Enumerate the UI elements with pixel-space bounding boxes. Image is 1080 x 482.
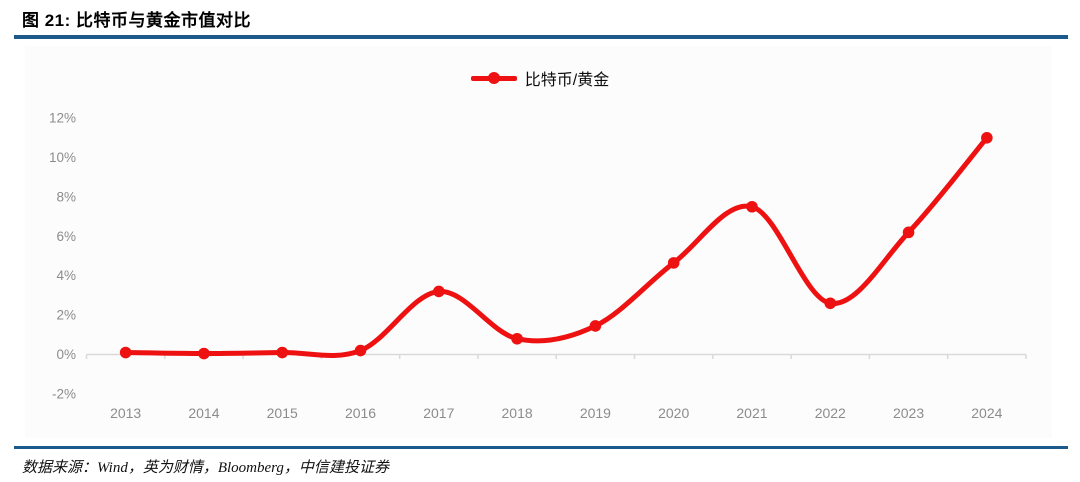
legend-line-marker-icon (470, 72, 517, 84)
footer-rule (14, 446, 1068, 449)
x-axis-tick-label: 2015 (267, 405, 298, 421)
chart-legend: 比特币/黄金 (0, 66, 1080, 90)
x-axis-tick-label: 2016 (345, 405, 376, 421)
x-axis-tick-label: 2019 (580, 405, 611, 421)
x-axis-tick-label: 2023 (893, 405, 924, 421)
data-point-marker (198, 347, 210, 360)
data-point-marker (511, 332, 523, 345)
y-axis-tick-label: 2% (56, 308, 76, 323)
data-point-marker (824, 297, 837, 310)
data-point-marker (746, 200, 758, 213)
x-axis-tick-label: 2020 (658, 405, 689, 421)
data-point-marker (276, 346, 289, 359)
y-axis-tick-label: 4% (56, 268, 76, 283)
data-point-marker (902, 226, 915, 239)
series-line (123, 135, 990, 359)
x-axis-tick-label: 2017 (423, 405, 454, 421)
data-point-marker (119, 346, 132, 359)
y-axis-tick-label: 8% (56, 189, 76, 204)
figure-title: 图 21: 比特币与黄金市值对比 (22, 11, 252, 30)
y-axis-tick-label: 10% (49, 150, 76, 165)
data-point-marker (354, 344, 367, 357)
x-axis-tick-label: 2018 (502, 405, 533, 421)
legend-series-label: 比特币/黄金 (524, 72, 610, 89)
legend-dot-icon (487, 72, 500, 84)
data-point-marker (589, 320, 602, 332)
y-axis-tick-label: -2% (52, 386, 76, 401)
y-axis-tick-label: 0% (56, 347, 76, 362)
y-axis-tick-label: 6% (56, 229, 76, 244)
data-point-marker (667, 257, 680, 269)
x-axis-tick-label: 2024 (971, 405, 1002, 421)
x-axis-tick-label: 2013 (110, 405, 141, 421)
x-axis-tick-label: 2022 (815, 405, 846, 421)
x-axis-tick-label: 2014 (188, 405, 219, 421)
header-rule (14, 35, 1068, 39)
data-point-marker (433, 285, 445, 298)
y-axis-tick-label: 12% (49, 111, 76, 126)
data-point-marker (981, 132, 993, 144)
data-source-note: 数据来源：Wind，英为财情，Bloomberg，中信建投证券 (22, 460, 389, 476)
chart-panel (25, 46, 1052, 438)
x-axis-tick-label: 2021 (736, 405, 767, 421)
